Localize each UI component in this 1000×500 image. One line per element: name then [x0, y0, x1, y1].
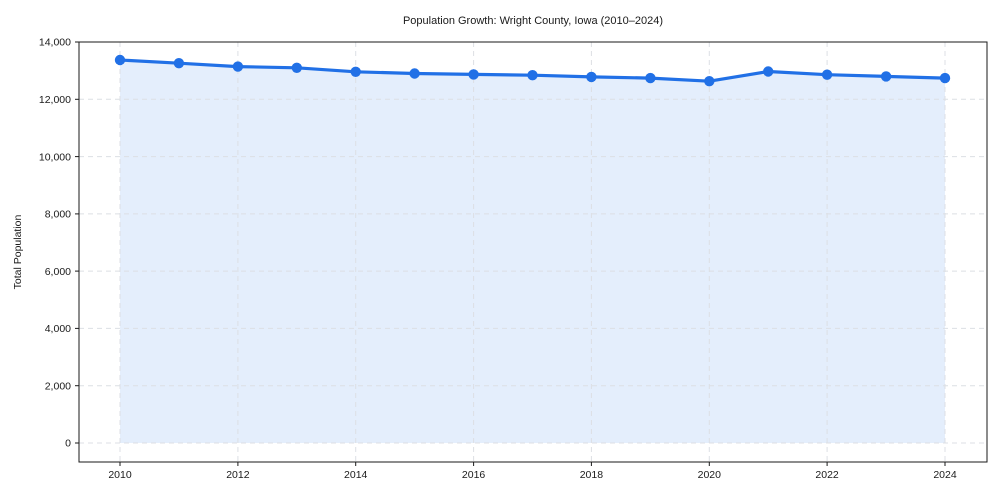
- data-point: [173, 58, 185, 69]
- data-point: [763, 66, 774, 77]
- data-point: [527, 70, 538, 81]
- y-tick-label: 12,000: [39, 94, 71, 106]
- data-point: [409, 68, 420, 79]
- x-tick-label: 2010: [108, 469, 132, 481]
- data-point: [232, 61, 244, 72]
- x-tick-label: 2012: [226, 469, 250, 481]
- x-tick-label: 2014: [344, 469, 368, 481]
- data-point: [821, 69, 833, 80]
- y-tick-label: 10,000: [39, 151, 71, 163]
- area-fill: [120, 60, 945, 443]
- series-layer: [114, 54, 951, 87]
- area-fill-layer: [120, 60, 945, 443]
- y-tick-label: 8,000: [45, 209, 71, 221]
- gridlines-layer: [79, 41, 987, 462]
- data-point: [350, 66, 361, 78]
- data-point: [645, 72, 656, 84]
- data-point: [939, 72, 951, 84]
- y-tick-label: 2,000: [45, 380, 71, 392]
- x-tick-label: 2022: [815, 469, 839, 481]
- x-tick-label: 2024: [933, 469, 957, 481]
- y-axis-label: Total Population: [12, 214, 24, 289]
- x-tick-label: 2018: [580, 469, 604, 481]
- y-tick-label: 14,000: [39, 37, 71, 49]
- plot-frame: [78, 41, 988, 463]
- chart-title: Population Growth: Wright County, Iowa (…: [403, 15, 663, 27]
- axes-layer: [75, 41, 988, 466]
- tick-labels-layer: 0 2,000 4,000 6,000 8,000 10,000 12,000 14,000 2…: [39, 37, 957, 481]
- data-point: [704, 76, 715, 87]
- y-tick-label: 6,000: [45, 266, 71, 278]
- y-tick-label: 0: [65, 438, 71, 450]
- data-point: [468, 69, 479, 80]
- data-point: [880, 71, 892, 82]
- x-tick-label: 2020: [698, 469, 722, 481]
- x-tick-label: 2016: [462, 469, 486, 481]
- y-tick-label: 4,000: [45, 323, 71, 335]
- data-point: [114, 54, 126, 66]
- data-point: [291, 62, 302, 73]
- data-point: [586, 71, 597, 83]
